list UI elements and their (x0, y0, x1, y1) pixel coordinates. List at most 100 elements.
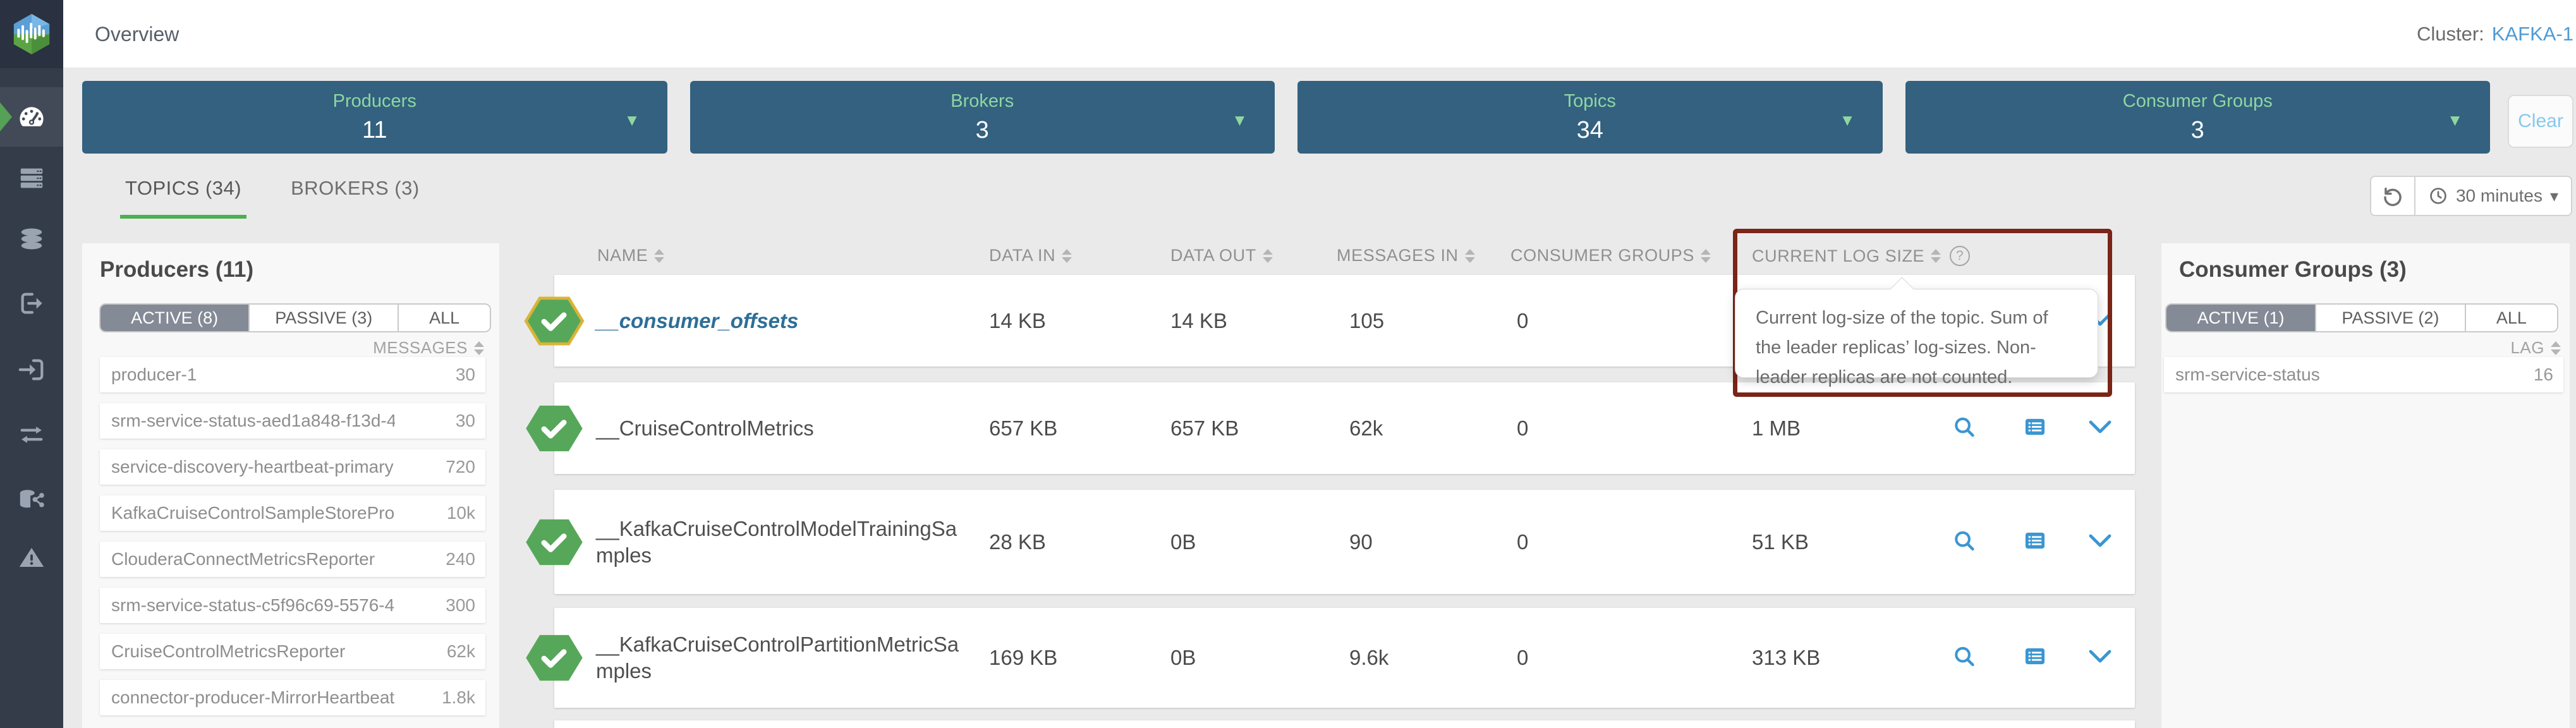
topic-row[interactable]: __KafkaCruiseControlModelTrainingSamples… (526, 490, 2135, 594)
producer-list-item[interactable]: connector-producer-MirrorHeartbeatC... 1… (100, 680, 485, 715)
messages-in-cell: 105 (1349, 308, 1385, 332)
sort-icon (654, 248, 665, 263)
column-header-data-out[interactable]: DATA OUT (1170, 246, 1273, 265)
cluster-selector[interactable]: Cluster: KAFKA-1 (2417, 0, 2573, 68)
search-icon[interactable] (1952, 528, 1976, 555)
data-out-cell: 14 KB (1170, 308, 1227, 332)
column-header-name[interactable]: NAME (597, 246, 665, 265)
healthy-topic-badge-selected (524, 296, 585, 346)
topic-row-partial[interactable] (554, 720, 2135, 728)
messages-in-cell: 62k (1349, 416, 1383, 440)
top-bar: Overview Cluster: KAFKA-1 (63, 0, 2576, 68)
segment-passive[interactable]: PASSIVE (2) (2314, 305, 2465, 331)
sidebar-item-brokers[interactable] (0, 149, 63, 207)
data-in-cell: 28 KB (989, 530, 1046, 554)
sidebar-item-data-explorer[interactable] (0, 470, 63, 528)
search-icon[interactable] (1952, 645, 1976, 672)
sidebar-item-alerts[interactable] (0, 528, 63, 586)
brokers-filter-card[interactable]: Brokers 3 ▾ (690, 81, 1275, 154)
topic-profile-icon[interactable] (2023, 645, 2047, 672)
cluster-name-link[interactable]: KAFKA-1 (2491, 23, 2573, 45)
topic-profile-icon[interactable] (2023, 415, 2047, 442)
sidebar-item-replication-flow[interactable] (0, 406, 63, 464)
log-size-cell: 313 KB (1752, 646, 1821, 669)
producers-icon (21, 293, 42, 314)
producer-list-item[interactable]: ClouderaConnectMetricsReporter 240 (100, 542, 485, 577)
column-header-current-log-size[interactable]: CURRENT LOG SIZE ? (1752, 246, 1971, 266)
topics-filter-card[interactable]: Topics 34 ▾ (1297, 81, 1883, 154)
page-title: Overview (95, 22, 179, 46)
card-value: 3 (975, 116, 989, 143)
chevron-down-icon[interactable] (2089, 420, 2111, 437)
app-logo (0, 0, 63, 68)
sort-icon (2551, 341, 2561, 355)
time-range-label: 30 minutes (2455, 186, 2543, 205)
consumer-group-list-item[interactable]: srm-service-status 16 (2164, 357, 2563, 392)
segment-active[interactable]: ACTIVE (8) (100, 305, 249, 331)
consumer-groups-filter-card[interactable]: Consumer Groups 3 ▾ (1905, 81, 2490, 154)
messages-column-header[interactable]: MESSAGES (373, 338, 484, 358)
producers-panel: Producers (11) ACTIVE (8) PASSIVE (3) AL… (82, 243, 499, 728)
producers-list: producer-1 30 srm-service-status-aed1a84… (100, 357, 485, 715)
consumer-groups-cell: 0 (1517, 530, 1529, 554)
topic-name-link[interactable]: __consumer_offsets (596, 308, 799, 332)
topic-row[interactable]: __KafkaCruiseControlPartitionMetricSampl… (526, 608, 2135, 708)
chevron-down-icon: ▾ (1842, 109, 1852, 131)
refresh-icon (2384, 187, 2402, 207)
segment-all[interactable]: ALL (2464, 305, 2557, 331)
column-header-messages-in[interactable]: MESSAGES IN (1337, 246, 1475, 265)
chevron-down-icon[interactable] (2089, 650, 2111, 667)
topic-name[interactable]: __KafkaCruiseControlPartitionMetricSampl… (596, 633, 959, 682)
topic-name[interactable]: __CruiseControlMetrics (596, 416, 814, 440)
producer-list-item[interactable]: service-discovery-heartbeat-primary 720 (100, 449, 485, 485)
tab-brokers[interactable]: BROKERS (3) (291, 177, 420, 199)
sidebar-item-producers[interactable] (0, 274, 63, 332)
producer-list-item[interactable]: srm-service-status-c5f96c69-5576-434... … (100, 588, 485, 623)
clock-icon (2430, 188, 2446, 204)
topic-name[interactable]: __KafkaCruiseControlModelTrainingSamples (596, 516, 957, 567)
consumers-icon (18, 359, 44, 380)
producers-filter-card[interactable]: Producers 11 ▾ (82, 81, 667, 154)
consumer-groups-panel: Consumer Groups (3) ACTIVE (1) PASSIVE (… (2161, 243, 2570, 728)
sort-icon (1464, 248, 1475, 263)
data-in-cell: 14 KB (989, 308, 1046, 332)
topics-icon (21, 228, 42, 250)
topic-profile-icon[interactable] (2023, 528, 2047, 555)
sidebar (0, 0, 63, 728)
segment-passive[interactable]: PASSIVE (3) (248, 305, 398, 331)
producer-list-item[interactable]: srm-service-status-aed1a848-f13d-414... … (100, 403, 485, 439)
gauge-icon (20, 107, 44, 126)
healthy-topic-badge (526, 634, 583, 681)
sidebar-item-overview[interactable] (0, 87, 63, 147)
producers-filter-segments: ACTIVE (8) PASSIVE (3) ALL (99, 303, 491, 332)
lag-column-header[interactable]: LAG (2510, 338, 2561, 358)
producer-list-item[interactable]: KafkaCruiseControlSampleStoreProdu... 10… (100, 495, 485, 531)
chevron-down-icon[interactable] (2089, 533, 2111, 550)
search-icon[interactable] (1952, 415, 1976, 442)
help-icon[interactable]: ? (1950, 246, 1971, 266)
producer-list-item[interactable]: CruiseControlMetricsReporter 62k (100, 634, 485, 669)
smm-logo-icon (13, 14, 50, 54)
refresh-button[interactable] (2370, 176, 2415, 216)
clear-filters-button[interactable]: Clear (2508, 95, 2573, 148)
sidebar-item-topics[interactable] (0, 210, 63, 268)
column-header-data-in[interactable]: DATA IN (989, 246, 1072, 265)
producer-list-item[interactable]: producer-1 30 (100, 357, 485, 392)
time-controls: 30 minutes ▾ (2370, 176, 2572, 216)
log-size-cell: 1 MB (1752, 416, 1801, 440)
sort-icon (1062, 248, 1072, 263)
tab-topics[interactable]: TOPICS (34) (120, 177, 247, 219)
topic-row[interactable]: __CruiseControlMetrics 657 KB 657 KB 62k… (526, 382, 2135, 474)
card-label: Topics (1564, 90, 1616, 111)
segment-all[interactable]: ALL (398, 305, 490, 331)
brokers-icon (20, 168, 43, 188)
consumer-groups-cell: 0 (1517, 308, 1529, 332)
alert-triangle-icon (19, 548, 44, 567)
segment-active[interactable]: ACTIVE (1) (2166, 305, 2315, 331)
time-range-dropdown[interactable]: 30 minutes ▾ (2415, 176, 2572, 216)
column-header-consumer-groups[interactable]: CONSUMER GROUPS (1510, 246, 1711, 265)
card-value: 3 (2190, 116, 2204, 143)
sidebar-item-consumers[interactable] (0, 341, 63, 399)
sort-icon (1262, 248, 1273, 263)
card-value: 34 (1576, 116, 1603, 143)
